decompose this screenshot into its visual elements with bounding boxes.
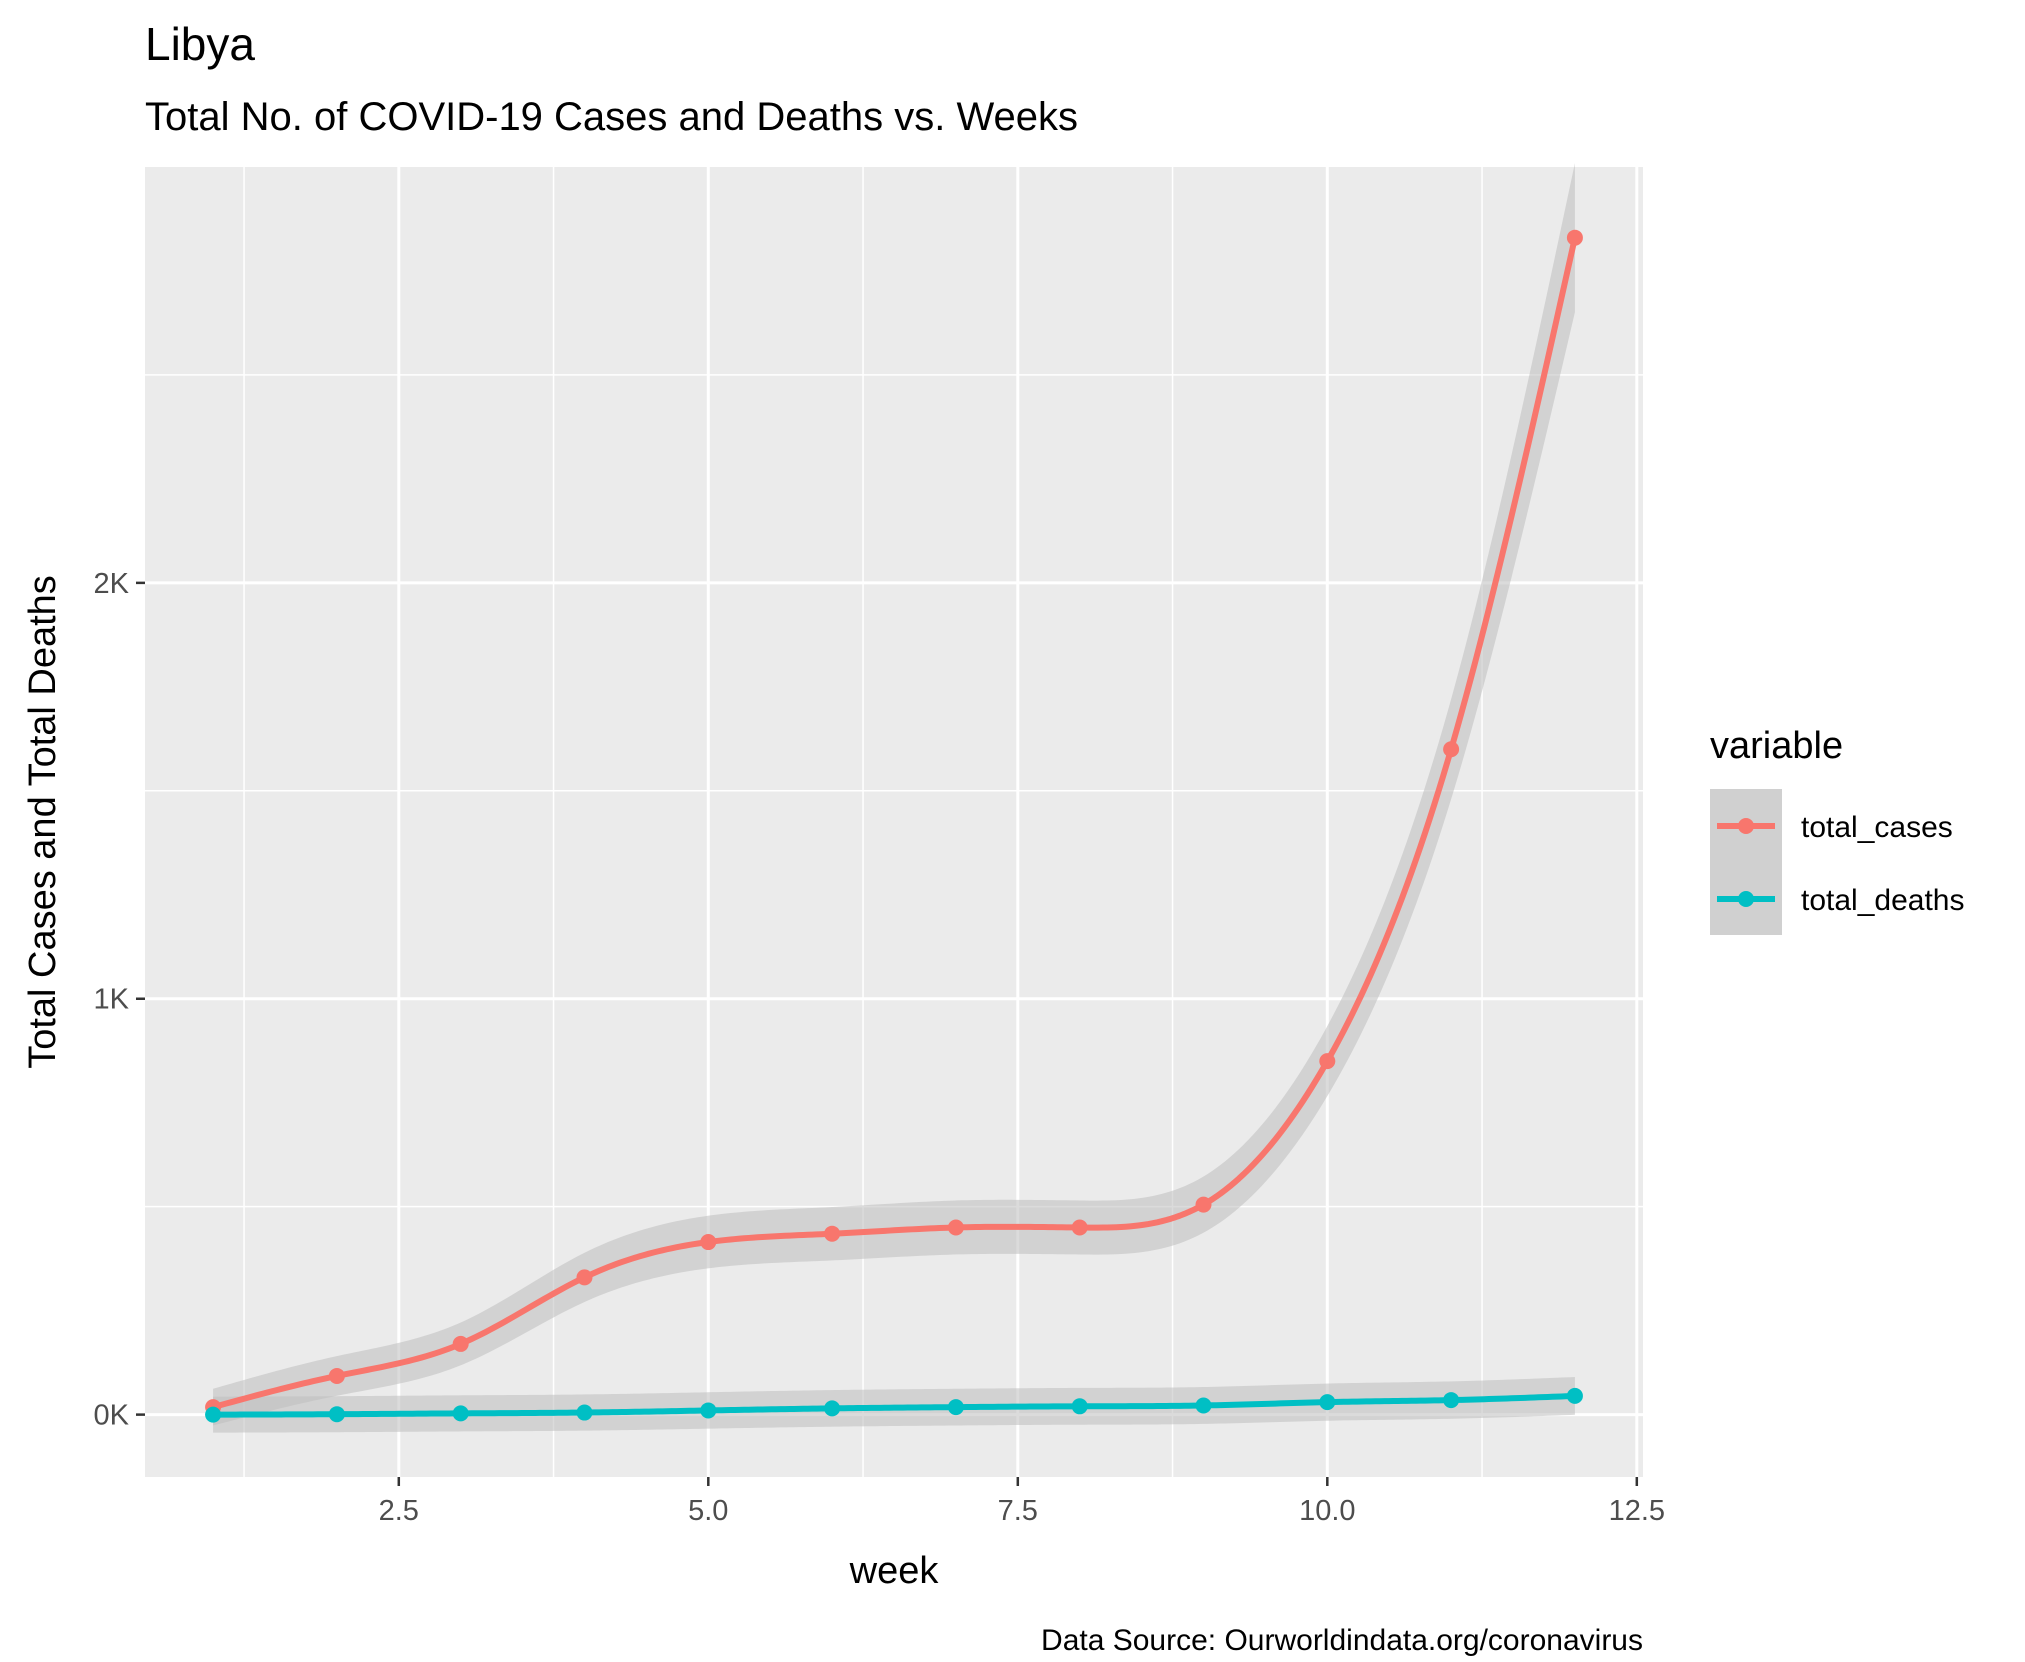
data-point-total_deaths <box>824 1400 841 1417</box>
data-point-total_cases <box>824 1225 841 1242</box>
data-point-total_deaths <box>328 1406 345 1423</box>
series-line-total_cases <box>210 234 1578 1411</box>
chart-caption: Data Source: Ourworldindata.org/coronavi… <box>1041 1624 1643 1657</box>
y-tick-label: 0K <box>94 1400 130 1432</box>
legend-label-total_deaths: total_deaths <box>1801 884 1964 917</box>
x-tick-label: 10.0 <box>1299 1495 1355 1527</box>
legend: variable total_cases total_deaths <box>1710 725 1964 935</box>
data-point-total_deaths <box>700 1402 717 1419</box>
x-tick-label: 2.5 <box>379 1495 419 1527</box>
data-point-total_cases <box>1195 1196 1212 1213</box>
data-point-total_deaths <box>1195 1397 1212 1414</box>
legend-title: variable <box>1710 725 1843 767</box>
legend-key-point-total_deaths <box>1738 891 1754 907</box>
y-tick-label: 2K <box>94 568 130 600</box>
data-point-total_cases <box>1319 1053 1336 1070</box>
data-point-total_cases <box>1071 1219 1088 1236</box>
legend-label-total_cases: total_cases <box>1801 811 1953 844</box>
y-tick-label: 1K <box>94 984 130 1016</box>
data-point-total_deaths <box>1443 1392 1460 1409</box>
legend-key-background <box>1710 789 1782 935</box>
series-points <box>205 229 1583 1423</box>
data-point-total_deaths <box>1319 1394 1336 1411</box>
legend-key-point-total_cases <box>1738 818 1754 834</box>
x-tick-label: 7.5 <box>998 1495 1038 1527</box>
data-point-total_deaths <box>947 1399 964 1416</box>
data-point-total_deaths <box>1071 1398 1088 1415</box>
data-point-total_cases <box>1443 741 1460 758</box>
legend-items: total_cases total_deaths <box>1717 811 1964 917</box>
y-axis-title: Total Cases and Total Deaths <box>22 575 64 1069</box>
data-point-total_cases <box>947 1219 964 1236</box>
data-point-total_cases <box>576 1269 593 1286</box>
y-axis-ticks: 0K 1K 2K <box>94 568 145 1432</box>
plot-panel <box>145 167 1643 1477</box>
data-point-total_deaths <box>576 1404 593 1421</box>
x-axis-ticks: 2.5 5.0 7.5 10.0 12.5 <box>379 1477 1665 1527</box>
data-point-total_cases <box>1566 229 1583 246</box>
data-point-total_deaths <box>1566 1387 1583 1404</box>
data-point-total_deaths <box>205 1406 222 1423</box>
x-tick-label: 5.0 <box>688 1495 728 1527</box>
x-axis-title: week <box>849 1550 940 1592</box>
data-point-total_deaths <box>452 1405 469 1422</box>
chart-subtitle: Total No. of COVID-19 Cases and Deaths v… <box>145 95 1078 139</box>
series-lines <box>210 234 1578 1418</box>
chart-title: Libya <box>145 18 255 70</box>
data-point-total_cases <box>700 1234 717 1251</box>
x-tick-label: 12.5 <box>1609 1495 1665 1527</box>
data-point-total_cases <box>452 1335 469 1352</box>
series-line-total_deaths <box>210 1392 1578 1418</box>
data-point-total_cases <box>328 1367 345 1384</box>
